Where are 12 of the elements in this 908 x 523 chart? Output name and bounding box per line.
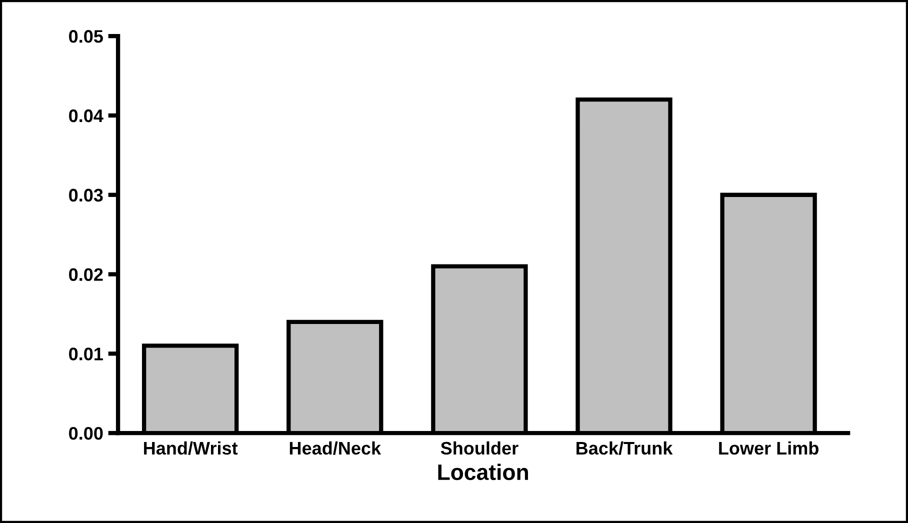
y-tick-label: 0.05 [69, 30, 103, 43]
x-tick-label: Back/Trunk [576, 441, 673, 455]
y-tick-label: 0.04 [69, 109, 104, 122]
x-tick-label: Lower Limb [719, 441, 818, 455]
x-axis-title: Location [438, 464, 528, 480]
x-tick-label: Head/Neck [290, 441, 382, 455]
y-tick-label: 0.03 [69, 188, 103, 202]
x-tick-label: Hand/Wrist [144, 441, 238, 455]
y-tick-label: 0.02 [69, 268, 103, 281]
x-tick-label: Shoulder [440, 441, 518, 455]
y-tick-label: 0.00 [69, 426, 103, 440]
y-tick-label: 0.01 [69, 348, 103, 360]
